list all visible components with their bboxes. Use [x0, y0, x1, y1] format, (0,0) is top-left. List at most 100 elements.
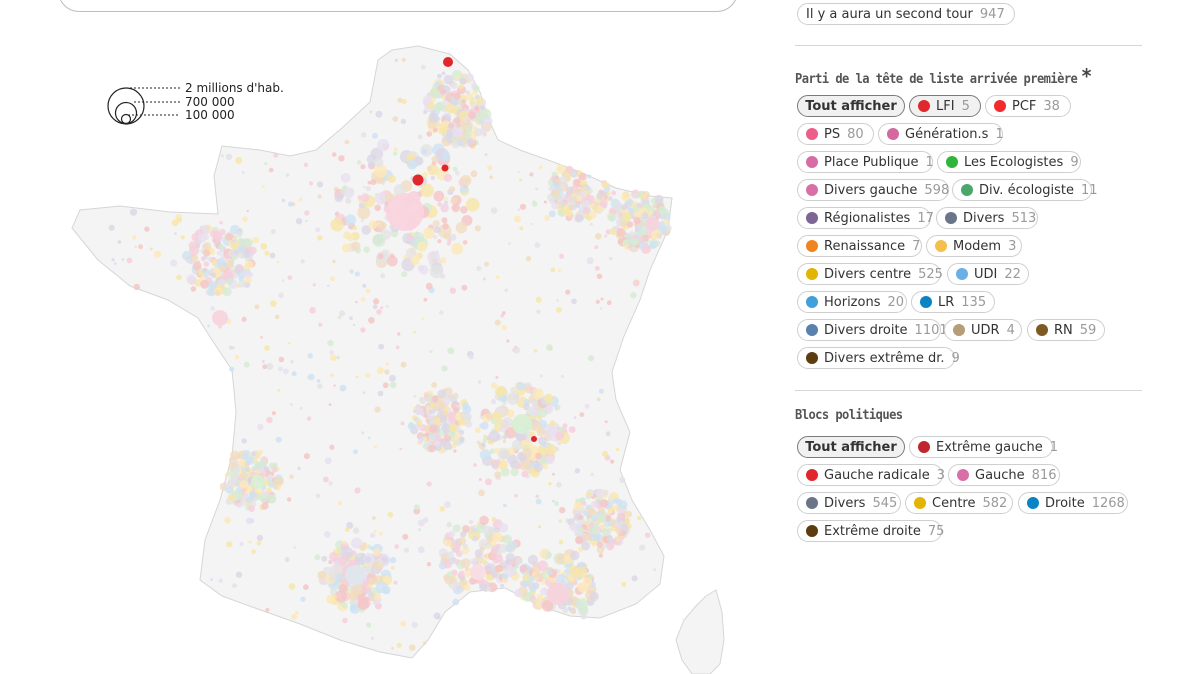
commune-bubble[interactable]: [417, 134, 423, 140]
commune-bubble[interactable]: [242, 216, 248, 223]
commune-bubble[interactable]: [563, 200, 568, 206]
commune-bubble[interactable]: [334, 590, 347, 603]
commune-bubble[interactable]: [389, 381, 397, 389]
commune-bubble[interactable]: [462, 240, 468, 245]
commune-bubble[interactable]: [225, 259, 234, 268]
commune-bubble[interactable]: [437, 201, 443, 207]
commune-bubble[interactable]: [455, 170, 460, 176]
commune-bubble[interactable]: [241, 316, 247, 322]
commune-bubble[interactable]: [341, 546, 354, 559]
commune-bubble[interactable]: [549, 347, 553, 351]
commune-bubble[interactable]: [368, 162, 374, 168]
commune-bubble[interactable]: [239, 471, 248, 480]
commune-bubble[interactable]: [663, 213, 671, 221]
commune-bubble[interactable]: [606, 300, 612, 306]
commune-bubble[interactable]: [556, 306, 562, 313]
commune-bubble[interactable]: [451, 569, 458, 576]
commune-bubble[interactable]: [449, 287, 456, 294]
commune-bubble[interactable]: [343, 187, 355, 199]
commune-bubble[interactable]: [326, 595, 335, 604]
commune-bubble[interactable]: [428, 433, 436, 441]
commune-bubble[interactable]: [482, 277, 486, 281]
commune-bubble[interactable]: [328, 403, 332, 406]
commune-bubble[interactable]: [218, 243, 224, 250]
commune-bubble[interactable]: [595, 299, 600, 304]
commune-bubble[interactable]: [443, 74, 454, 85]
commune-bubble[interactable]: [255, 493, 262, 500]
commune-bubble[interactable]: [360, 132, 367, 138]
commune-bubble[interactable]: [535, 498, 542, 505]
commune-bubble[interactable]: [359, 544, 366, 551]
commune-bubble[interactable]: [470, 170, 478, 178]
commune-bubble[interactable]: [451, 203, 461, 213]
commune-bubble[interactable]: [427, 102, 435, 110]
commune-bubble[interactable]: [501, 325, 507, 331]
commune-bubble[interactable]: [533, 462, 544, 472]
commune-bubble[interactable]: [468, 111, 476, 120]
commune-bubble[interactable]: [495, 376, 499, 379]
commune-bubble[interactable]: [250, 471, 256, 477]
commune-bubble[interactable]: [342, 603, 348, 609]
commune-bubble[interactable]: [470, 564, 486, 580]
commune-bubble[interactable]: [427, 120, 437, 129]
commune-bubble[interactable]: [358, 561, 362, 565]
commune-bubble[interactable]: [559, 253, 565, 259]
commune-bubble[interactable]: [228, 495, 234, 501]
commune-bubble[interactable]: [534, 242, 541, 249]
commune-bubble[interactable]: [200, 279, 210, 289]
commune-bubble[interactable]: [575, 214, 584, 223]
commune-bubble[interactable]: [386, 255, 398, 267]
commune-bubble[interactable]: [288, 342, 291, 345]
commune-bubble[interactable]: [583, 207, 590, 215]
commune-bubble[interactable]: [579, 412, 585, 417]
commune-bubble[interactable]: [611, 190, 617, 196]
commune-bubble[interactable]: [519, 203, 527, 210]
commune-bubble[interactable]: [456, 75, 461, 80]
commune-bubble[interactable]: [395, 345, 400, 350]
commune-bubble[interactable]: [640, 193, 647, 200]
commune-bubble[interactable]: [180, 235, 185, 240]
commune-bubble[interactable]: [317, 235, 323, 241]
commune-bubble[interactable]: [246, 209, 249, 213]
commune-bubble[interactable]: [657, 205, 667, 214]
commune-bubble[interactable]: [607, 536, 613, 542]
commune-bubble[interactable]: [582, 200, 591, 208]
commune-bubble[interactable]: [488, 430, 501, 443]
commune-bubble[interactable]: [631, 575, 638, 582]
commune-bubble[interactable]: [289, 474, 294, 479]
commune-bubble[interactable]: [586, 215, 592, 221]
commune-bubble[interactable]: [349, 591, 359, 601]
commune-bubble[interactable]: [618, 513, 624, 520]
commune-bubble[interactable]: [461, 284, 468, 291]
commune-bubble[interactable]: [593, 207, 598, 212]
commune-bubble[interactable]: [529, 172, 534, 177]
commune-bubble[interactable]: [362, 283, 367, 288]
commune-bubble[interactable]: [224, 483, 229, 489]
commune-bubble[interactable]: [307, 353, 313, 359]
commune-bubble[interactable]: [237, 265, 244, 271]
commune-bubble[interactable]: [581, 541, 591, 551]
commune-bubble[interactable]: [345, 197, 352, 204]
commune-bubble[interactable]: [356, 553, 362, 558]
commune-bubble[interactable]: [571, 571, 578, 578]
commune-bubble[interactable]: [464, 584, 471, 591]
commune-bubble[interactable]: [312, 283, 316, 287]
commune-bubble[interactable]: [465, 197, 480, 212]
commune-bubble[interactable]: [596, 541, 603, 548]
commune-bubble[interactable]: [448, 530, 456, 538]
commune-bubble[interactable]: [401, 271, 408, 278]
commune-bubble[interactable]: [298, 197, 303, 202]
commune-bubble[interactable]: [620, 523, 629, 532]
commune-bubble[interactable]: [586, 257, 594, 265]
parti-chip-lfi[interactable]: LFI 5: [909, 95, 981, 117]
commune-bubble[interactable]: [373, 298, 380, 305]
commune-bubble[interactable]: [562, 423, 568, 429]
commune-bubble[interactable]: [385, 362, 389, 366]
commune-bubble[interactable]: [251, 475, 265, 489]
commune-bubble[interactable]: [641, 244, 651, 255]
commune-bubble[interactable]: [585, 494, 591, 500]
commune-bubble[interactable]: [345, 565, 365, 585]
commune-bubble[interactable]: [490, 399, 497, 405]
commune-bubble[interactable]: [515, 463, 522, 470]
commune-bubble[interactable]: [432, 234, 438, 240]
